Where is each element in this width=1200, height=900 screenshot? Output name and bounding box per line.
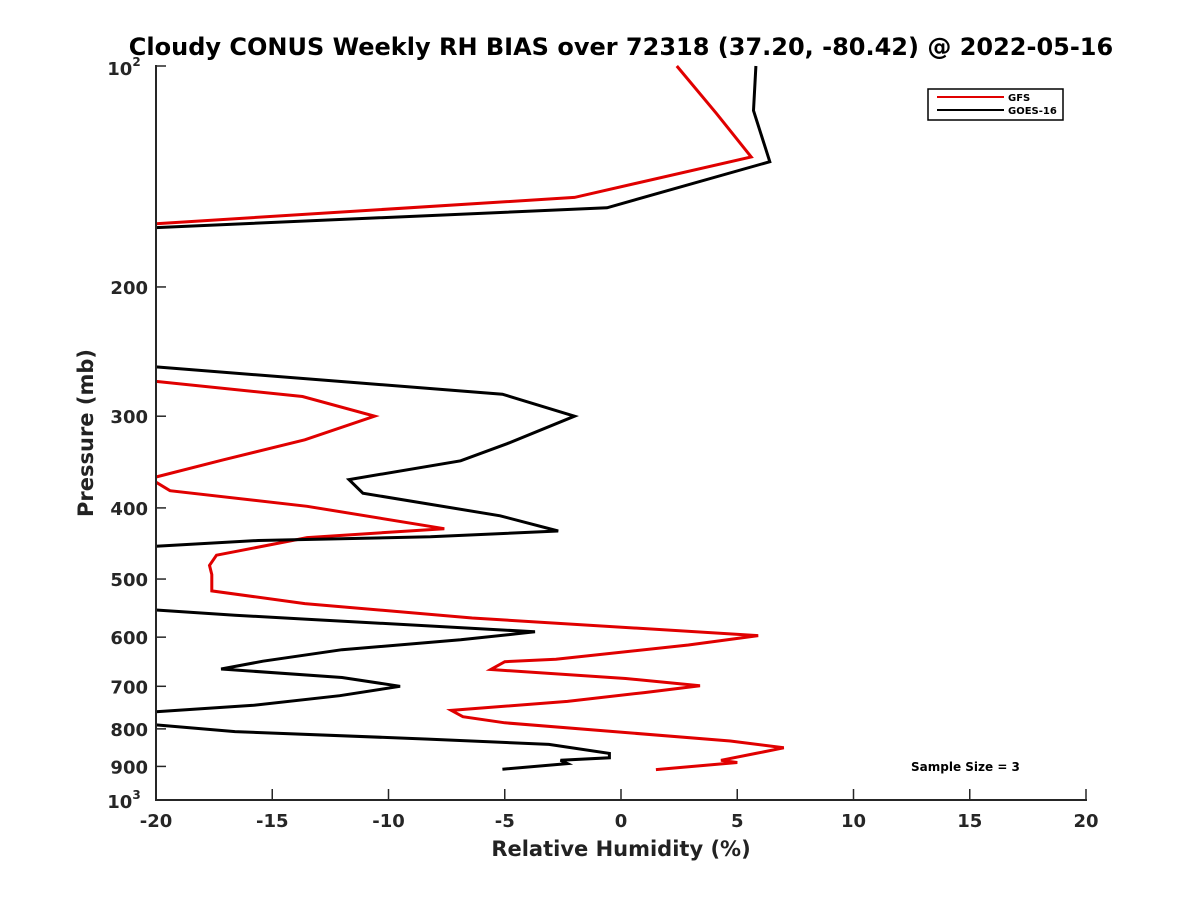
series-line-goes-16-segment-3 xyxy=(155,608,536,714)
x-axis-label: Relative Humidity (%) xyxy=(491,837,750,861)
x-tick-label: 20 xyxy=(1073,811,1098,832)
y-tick-label: 800 xyxy=(110,720,148,741)
x-tick-label: -15 xyxy=(256,811,289,832)
plot-lines xyxy=(155,65,785,772)
sample-size-annotation: Sample Size = 3 xyxy=(911,760,1020,774)
y-tick-label: 200 xyxy=(110,278,148,299)
series-line-gfs-segment-1 xyxy=(155,65,754,226)
y-tick-label: 600 xyxy=(110,628,148,649)
y-axis-label: Pressure (mb) xyxy=(74,349,98,517)
y-tick-label: 300 xyxy=(110,407,148,428)
series-line-gfs-segment-2 xyxy=(155,379,380,479)
series-line-goes-16-segment-4 xyxy=(155,723,611,771)
y-tick-label-bottom: 103 xyxy=(107,788,140,813)
x-tick-label: -5 xyxy=(495,811,515,832)
legend-box xyxy=(927,88,1064,121)
x-tick-label: 5 xyxy=(731,811,744,832)
legend: GFS GOES-16 xyxy=(927,88,1064,121)
x-tick-label: 15 xyxy=(957,811,982,832)
chart-title: Cloudy CONUS Weekly RH BIAS over 72318 (… xyxy=(129,33,1113,61)
x-ticks: -20 -15 -10 -5 0 5 10 15 20 xyxy=(140,789,1099,832)
x-tick-label: 10 xyxy=(841,811,866,832)
y-tick-label: 400 xyxy=(110,499,148,520)
legend-label-gfs: GFS xyxy=(1008,93,1030,104)
y-tick-label: 900 xyxy=(110,757,148,778)
series-line-gfs-segment-3 xyxy=(155,480,785,772)
series-line-goes-16-segment-2 xyxy=(155,365,579,548)
x-tick-label: -10 xyxy=(372,811,405,832)
y-ticks: 200 300 400 500 600 700 800 900 xyxy=(110,65,166,801)
x-tick-label: 0 xyxy=(615,811,628,832)
y-tick-label: 700 xyxy=(110,677,148,698)
legend-label-goes-16: GOES-16 xyxy=(1008,106,1057,117)
y-tick-label: 500 xyxy=(110,570,148,591)
series-line-goes-16-segment-1 xyxy=(155,65,772,230)
x-tick-label: -20 xyxy=(140,811,173,832)
y-tick-label-top: 102 xyxy=(107,55,140,80)
